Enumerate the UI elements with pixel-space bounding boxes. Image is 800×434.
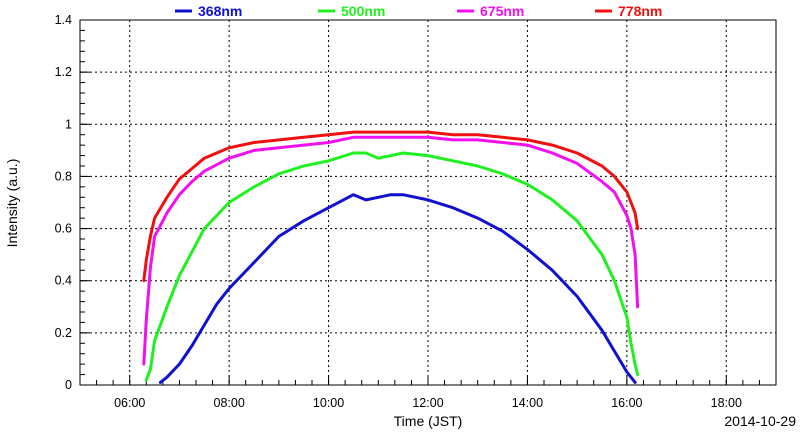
y-tick-label: 1.2 [55, 65, 72, 79]
x-tick-label: 18:00 [711, 396, 742, 410]
y-tick-label: 1.4 [55, 13, 72, 27]
series-line-368nm [158, 193, 637, 384]
legend: 368nm 500nm 675nm 778nm [175, 3, 662, 19]
x-tick-label: 10:00 [313, 396, 344, 410]
y-tick-label: 1 [65, 117, 72, 131]
x-tick-label: 16:00 [611, 396, 642, 410]
legend-label-500nm: 500nm [341, 3, 385, 19]
x-tick-label: 14:00 [512, 396, 543, 410]
legend-label-368nm: 368nm [198, 3, 242, 19]
series-line-778nm [142, 130, 640, 283]
legend-label-675nm: 675nm [480, 3, 524, 19]
x-tick-labels: 06:00 08:00 10:00 12:00 14:00 16:00 18:00 [114, 396, 742, 410]
series-layer [142, 130, 640, 384]
y-tick-labels: 0 0.2 0.4 0.6 0.8 1 1.2 1.4 [55, 13, 72, 392]
x-tick-label: 08:00 [214, 396, 245, 410]
series-line-500nm [144, 151, 640, 382]
legend-label-778nm: 778nm [618, 3, 662, 19]
grid-lines [80, 19, 776, 386]
date-label: 2014-10-29 [724, 413, 796, 429]
x-tick-label: 06:00 [114, 396, 145, 410]
y-tick-label: 0.6 [55, 222, 72, 236]
y-tick-label: 0 [65, 378, 72, 392]
x-tick-label: 12:00 [412, 396, 443, 410]
y-tick-label: 0.2 [55, 326, 72, 340]
x-axis-title: Time (JST) [394, 413, 463, 429]
minor-ticks [79, 19, 777, 386]
y-axis-title: Intensity (a.u.) [4, 159, 20, 248]
y-tick-label: 0.4 [55, 274, 72, 288]
series-line-675nm [142, 135, 640, 366]
y-tick-label: 0.8 [55, 169, 72, 183]
